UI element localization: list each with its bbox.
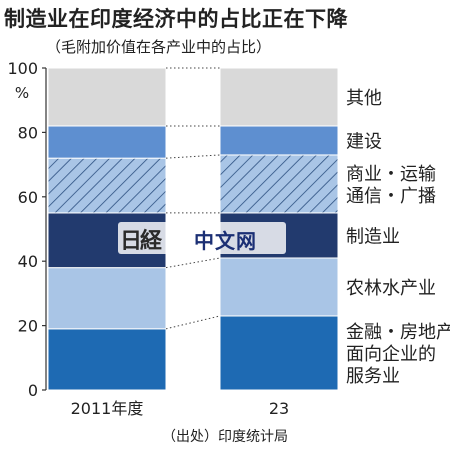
y-tick-label-2: 40 — [18, 252, 38, 271]
series-label-5-0: 其他 — [346, 88, 382, 109]
y-tick-label-1: 20 — [18, 317, 38, 336]
bar-segment-0-0 — [47, 328, 167, 391]
series-label-0-0: 金融・房地产 — [346, 322, 450, 343]
bar-segment-3-1 — [219, 154, 339, 214]
watermark: 日経 中文网 — [118, 222, 286, 254]
bar-segment-4-1 — [219, 125, 339, 156]
series-label-2-0: 制造业 — [346, 226, 400, 247]
connector-line-4 — [165, 154, 221, 159]
watermark-text: 中文网 — [194, 229, 257, 253]
series-label-1-0: 农林水产业 — [346, 278, 436, 299]
series-label-0-2: 服务业 — [346, 366, 400, 387]
connector-line-1 — [165, 315, 221, 330]
chart-subtitle: （毛附加价值在各产业中的占比） — [46, 38, 272, 56]
series-label-3-0: 商业・运输 — [346, 164, 436, 185]
category-label-0: 2011年度 — [71, 399, 144, 418]
source-note: （出处）印度统计局 — [162, 429, 288, 445]
watermark-logo: 日経 — [120, 228, 162, 254]
y-tick-label-0: 0 — [28, 381, 38, 400]
y-tick-label-4: 80 — [18, 123, 38, 142]
bar-segment-1-1 — [219, 257, 339, 317]
bar-segment-3-0 — [47, 157, 167, 214]
series-label-0-1: 面向企业的 — [346, 344, 436, 365]
bar-segment-5-0 — [47, 67, 167, 127]
chart-title: 制造业在印度经济中的占比正在下降 — [4, 7, 348, 31]
y-tick-label-3: 60 — [18, 188, 38, 207]
y-tick-label-5: 100 — [7, 59, 38, 78]
bar-segment-1-0 — [47, 267, 167, 330]
series-label-3-1: 通信・广播 — [346, 186, 436, 207]
series-label-4-0: 建设 — [346, 131, 382, 152]
bar-segment-4-0 — [47, 125, 167, 159]
connector-line-2 — [165, 257, 221, 269]
category-label-1: 23 — [269, 399, 289, 418]
bar-segment-5-1 — [219, 67, 339, 127]
bar-segment-0-1 — [219, 315, 339, 391]
y-unit-label: % — [15, 84, 29, 102]
